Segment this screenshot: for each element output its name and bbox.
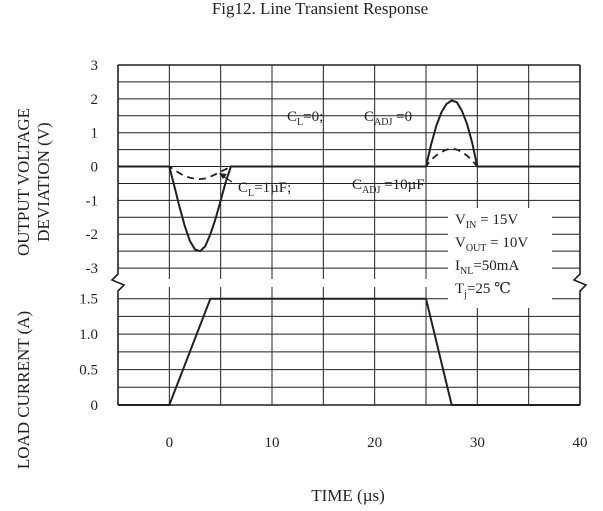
voltage-series-solid [118,99,580,253]
voltage-ylabel-line1: OUTPUT VOLTAGE [14,108,33,256]
y-tick-label-current: 1.0 [79,327,98,343]
annotation-arrowhead [219,173,227,179]
current-ylabel: LOAD CURRENT (A) [14,311,33,469]
y-tick-label-current: 1.5 [79,292,98,308]
y-tick-label-voltage: -1 [86,193,99,209]
y-tick-label-voltage: 1 [91,126,99,142]
x-axis-label: TIME (µs) [311,486,385,505]
y-tick-label-voltage: -2 [86,227,99,243]
chart-title: Fig12. Line Transient Response [212,0,428,18]
annotation-cadj-zero: CADJ =0 [364,109,412,128]
condition-vout: VOUT = 10V [455,235,528,254]
voltage-grid [118,64,580,279]
x-tick-label: 0 [166,435,174,451]
x-tick-label: 20 [367,435,382,451]
conditions-box: VIN = 15V VOUT = 10V INL=50mA Tj=25 ℃ [448,208,552,308]
y-tick-label-current: 0.5 [79,363,98,379]
annotation-cadj-10uf: CADJ =10µF [352,177,425,196]
conditions-background [448,208,552,308]
annotation-cl-1uf: CL=1µF; [238,180,291,199]
annotation-cl-zero: CL=0; [287,109,323,128]
y-tick-label-current: 0 [91,398,99,414]
y-tick-label-voltage: 3 [91,58,99,74]
y-tick-label-voltage: 0 [91,160,99,176]
annotation-cl1-cadj10: CL=1µF; CADJ =10µF [219,173,425,199]
x-tick-label: 40 [573,435,588,451]
frame-right-edge-break [572,65,588,405]
x-tick-label: 10 [265,435,280,451]
frame-left-edge-break [110,65,126,405]
condition-vin: VIN = 15V [455,212,518,231]
voltage-ylabel-line2: DEVIATION (V) [34,122,53,241]
y-tick-label-voltage: 2 [91,92,99,108]
condition-inl: INL=50mA [455,258,519,277]
annotation-cl0-cadj0: CL=0; CADJ =0 [287,109,412,128]
x-tick-label: 30 [470,435,485,451]
voltage-series-dashed [118,147,580,181]
series-layer [118,99,580,406]
y-tick-label-voltage: -3 [86,261,99,277]
load-current-series [118,297,580,406]
condition-tj: Tj=25 ℃ [455,281,511,300]
